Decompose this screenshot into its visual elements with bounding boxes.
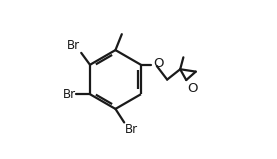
Text: O: O [153, 58, 164, 70]
Text: Br: Br [125, 123, 138, 136]
Text: Br: Br [67, 39, 80, 52]
Text: Br: Br [63, 88, 76, 101]
Text: O: O [187, 82, 198, 95]
